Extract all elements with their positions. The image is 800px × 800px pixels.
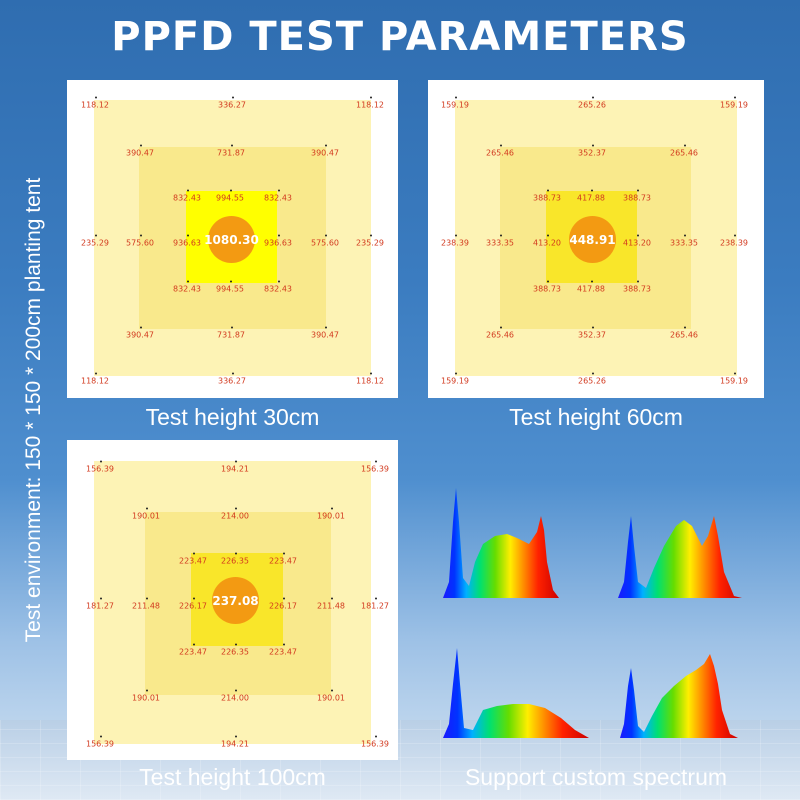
reading-inner-tc: 994.55 — [216, 189, 244, 203]
reading-mid-bl: 190.01 — [132, 689, 160, 703]
reading-inner-bl: 832.43 — [173, 280, 201, 294]
reading-inner-ml: 413.20 — [533, 234, 561, 248]
reading-mid-tc: 731.87 — [217, 144, 245, 158]
reading-outer-mr: 235.29 — [356, 234, 384, 248]
reading-inner-bc: 226.35 — [221, 643, 249, 657]
reading-mid-bl: 390.47 — [126, 326, 154, 340]
reading-outer-bc: 265.26 — [578, 372, 606, 386]
reading-inner-tr: 223.47 — [269, 552, 297, 566]
reading-inner-tl: 223.47 — [179, 552, 207, 566]
reading-mid-bc: 352.37 — [578, 326, 606, 340]
spectrum-chart-1 — [443, 488, 559, 598]
reading-outer-tr: 156.39 — [361, 460, 389, 474]
reading-inner-tl: 388.73 — [533, 189, 561, 203]
reading-outer-tr: 118.12 — [356, 96, 384, 110]
reading-outer-tc: 194.21 — [221, 460, 249, 474]
reading-outer-mr: 238.39 — [720, 234, 748, 248]
reading-inner-br: 223.47 — [269, 643, 297, 657]
ppfd-panel-100cm: 237.08 156.39 194.21 156.39 181.27 181.2… — [67, 440, 398, 760]
reading-mid-bc: 731.87 — [217, 326, 245, 340]
reading-outer-tc: 265.26 — [578, 96, 606, 110]
page-title: PPFD TEST PARAMETERS — [111, 14, 689, 60]
center-reading: 1080.30 — [204, 216, 259, 263]
caption-100cm: Test height 100cm — [139, 764, 326, 790]
reading-inner-mr: 936.63 — [264, 234, 292, 248]
reading-mid-bl: 265.46 — [486, 326, 514, 340]
caption-60cm: Test height 60cm — [509, 404, 683, 430]
ppfd-panel-30cm: 1080.30 118.12 336.27 118.12 235.29 235.… — [67, 80, 398, 398]
reading-inner-br: 832.43 — [264, 280, 292, 294]
reading-inner-bc: 994.55 — [216, 280, 244, 294]
reading-mid-bc: 214.00 — [221, 689, 249, 703]
caption-spectrum: Support custom spectrum — [464, 764, 728, 790]
reading-mid-mr: 333.35 — [670, 234, 698, 248]
reading-mid-tr: 390.47 — [311, 144, 339, 158]
reading-mid-mr: 211.48 — [317, 597, 345, 611]
reading-mid-tl: 390.47 — [126, 144, 154, 158]
test-environment-label: Test environment: 150 * 150 * 200cm plan… — [22, 177, 45, 643]
reading-mid-br: 265.46 — [670, 326, 698, 340]
reading-inner-mr: 226.17 — [269, 597, 297, 611]
reading-inner-tl: 832.43 — [173, 189, 201, 203]
reading-mid-mr: 575.60 — [311, 234, 339, 248]
reading-outer-br: 156.39 — [361, 735, 389, 749]
reading-mid-ml: 333.35 — [486, 234, 514, 248]
reading-inner-tr: 388.73 — [623, 189, 651, 203]
reading-outer-tr: 159.19 — [720, 96, 748, 110]
reading-inner-bl: 223.47 — [179, 643, 207, 657]
reading-outer-tc: 336.27 — [218, 96, 246, 110]
reading-outer-ml: 235.29 — [81, 234, 109, 248]
reading-mid-tl: 265.46 — [486, 144, 514, 158]
reading-inner-bl: 388.73 — [533, 280, 561, 294]
reading-outer-bc: 194.21 — [221, 735, 249, 749]
reading-inner-mr: 413.20 — [623, 234, 651, 248]
spectrum-chart-3 — [443, 648, 589, 738]
reading-mid-tr: 265.46 — [670, 144, 698, 158]
spectrum-chart-4 — [620, 654, 738, 738]
reading-inner-tc: 417.88 — [577, 189, 605, 203]
reading-mid-br: 190.01 — [317, 689, 345, 703]
reading-inner-bc: 417.88 — [577, 280, 605, 294]
ppfd-panel-60cm: 448.91 159.19 265.26 159.19 238.39 238.3… — [428, 80, 764, 398]
reading-inner-tc: 226.35 — [221, 552, 249, 566]
spectrum-chart-2 — [618, 516, 742, 598]
center-reading: 448.91 — [569, 216, 616, 263]
reading-inner-ml: 936.63 — [173, 234, 201, 248]
reading-outer-tl: 118.12 — [81, 96, 109, 110]
reading-outer-bc: 336.27 — [218, 372, 246, 386]
reading-outer-ml: 238.39 — [441, 234, 469, 248]
reading-mid-tr: 190.01 — [317, 507, 345, 521]
reading-outer-br: 118.12 — [356, 372, 384, 386]
reading-mid-br: 390.47 — [311, 326, 339, 340]
reading-mid-ml: 211.48 — [132, 597, 160, 611]
reading-outer-tl: 159.19 — [441, 96, 469, 110]
center-reading: 237.08 — [212, 577, 259, 624]
reading-outer-ml: 181.27 — [86, 597, 114, 611]
reading-mid-ml: 575.60 — [126, 234, 154, 248]
reading-outer-br: 159.19 — [720, 372, 748, 386]
reading-inner-tr: 832.43 — [264, 189, 292, 203]
reading-inner-ml: 226.17 — [179, 597, 207, 611]
reading-outer-bl: 156.39 — [86, 735, 114, 749]
reading-outer-mr: 181.27 — [361, 597, 389, 611]
caption-30cm: Test height 30cm — [145, 404, 320, 430]
reading-outer-bl: 159.19 — [441, 372, 469, 386]
reading-inner-br: 388.73 — [623, 280, 651, 294]
reading-mid-tc: 352.37 — [578, 144, 606, 158]
reading-mid-tl: 190.01 — [132, 507, 160, 521]
reading-outer-tl: 156.39 — [86, 460, 114, 474]
reading-outer-bl: 118.12 — [81, 372, 109, 386]
reading-mid-tc: 214.00 — [221, 507, 249, 521]
